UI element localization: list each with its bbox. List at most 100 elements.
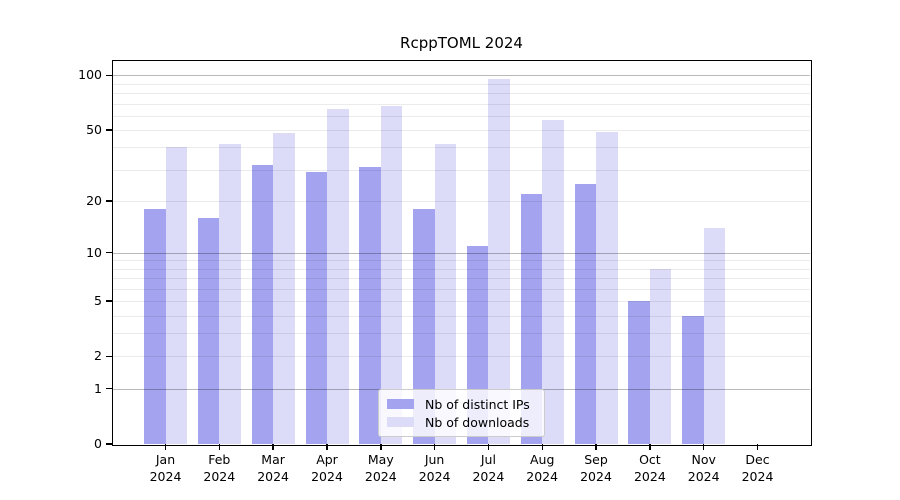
x-tick-label-jun: Jun 2024	[403, 452, 467, 485]
y-tick-label-20: 20	[86, 192, 102, 208]
x-tick-year-apr: 2024	[311, 468, 343, 484]
y-tick-label-10: 10	[86, 244, 102, 260]
y-tick-label-100: 100	[78, 67, 102, 83]
legend-label-distinct-ips: Nb of distinct IPs	[425, 396, 530, 412]
gridline-20	[113, 200, 810, 202]
y-tick-label-50: 50	[86, 122, 102, 137]
legend-item-downloads: Nb of downloads	[387, 415, 536, 430]
bar-nb-of-distinct-ips-mar	[251, 164, 274, 444]
legend: Nb of distinct IPs Nb of downloads	[378, 389, 545, 437]
gridline-3	[113, 333, 810, 335]
x-tick-mark-nov	[702, 444, 705, 450]
bar-nb-of-distinct-ips-nov	[682, 315, 704, 444]
y-tick-mark-5	[106, 300, 113, 302]
gridline-7	[113, 277, 810, 279]
y-tick-label-0: 0	[94, 436, 102, 451]
chart-title: RcppTOML 2024	[400, 34, 523, 52]
legend-item-distinct-ips: Nb of distinct IPs	[387, 397, 536, 412]
bar-nb-of-distinct-ips-jan	[144, 208, 166, 444]
y-tick-mark-100	[106, 74, 113, 77]
bar-nb-of-downloads-mar	[273, 133, 295, 444]
x-tick-label-jan: Jan 2024	[134, 452, 198, 485]
x-tick-mark-aug	[541, 444, 543, 450]
x-tick-mark-jul	[487, 444, 490, 450]
y-tick-label-1: 1	[94, 380, 102, 396]
gridline-70	[113, 103, 810, 105]
x-tick-label-dec: Dec 2024	[726, 452, 790, 485]
x-tick-mark-may	[380, 444, 382, 450]
gridline-60	[113, 115, 810, 117]
x-tick-month-may: May	[367, 452, 394, 467]
y-tick-label-5: 5	[94, 292, 102, 308]
bar-nb-of-distinct-ips-aug	[520, 193, 543, 444]
x-tick-month-sep: Sep	[584, 452, 608, 467]
gridline-100	[113, 75, 810, 77]
legend-swatch-downloads	[387, 417, 414, 427]
x-tick-mark-feb	[218, 444, 221, 450]
bar-nb-of-downloads-nov	[703, 227, 726, 444]
bar-nb-of-downloads-oct	[649, 268, 672, 444]
x-tick-year-nov: 2024	[687, 468, 720, 484]
x-tick-mark-apr	[326, 444, 328, 450]
bar-nb-of-distinct-ips-may	[359, 167, 381, 444]
x-tick-label-oct: Oct 2024	[618, 452, 682, 485]
x-tick-label-sep: Sep 2024	[564, 452, 628, 485]
x-tick-month-jul: Jul	[480, 452, 496, 467]
x-tick-year-aug: 2024	[526, 468, 559, 484]
x-tick-year-dec: 2024	[741, 468, 774, 484]
x-tick-month-dec: Dec	[745, 452, 770, 467]
bar-nb-of-downloads-aug	[542, 119, 564, 444]
bar-nb-of-downloads-jul	[488, 78, 510, 444]
x-tick-label-apr: Apr 2024	[295, 452, 359, 485]
legend-label-downloads: Nb of downloads	[425, 414, 530, 430]
x-tick-month-oct: Oct	[639, 452, 661, 467]
x-tick-label-feb: Feb 2024	[187, 452, 251, 485]
x-tick-year-sep: 2024	[580, 468, 612, 484]
bar-nb-of-downloads-jan	[165, 147, 187, 444]
bar-nb-of-distinct-ips-jun	[413, 208, 435, 444]
x-tick-year-mar: 2024	[257, 468, 289, 484]
gridline-9	[113, 260, 810, 262]
y-tick-mark-20	[106, 200, 113, 202]
bar-nb-of-downloads-feb	[219, 143, 241, 444]
x-tick-mark-dec	[756, 444, 759, 450]
gridline-2	[113, 356, 810, 358]
bar-nb-of-distinct-ips-oct	[628, 300, 650, 444]
bar-nb-of-downloads-apr	[327, 109, 349, 444]
x-tick-year-oct: 2024	[633, 468, 666, 484]
x-tick-label-may: May 2024	[349, 452, 413, 485]
x-tick-year-may: 2024	[364, 468, 397, 484]
x-tick-label-jul: Jul 2024	[456, 452, 520, 485]
x-tick-label-mar: Mar 2024	[241, 452, 305, 485]
plot-area	[113, 61, 810, 444]
x-tick-mark-sep	[595, 444, 597, 450]
x-tick-year-jul: 2024	[472, 468, 505, 484]
gridline-40	[113, 147, 810, 149]
x-tick-label-aug: Aug 2024	[510, 452, 574, 485]
gridline-6	[113, 288, 810, 290]
x-tick-year-jun: 2024	[418, 468, 451, 484]
x-tick-month-feb: Feb	[208, 452, 231, 467]
x-tick-month-jun: Jun	[424, 452, 445, 467]
gridline-4	[113, 315, 810, 317]
gridline-80	[113, 93, 810, 95]
x-tick-year-feb: 2024	[203, 468, 236, 484]
legend-swatch-distinct-ips	[387, 399, 414, 409]
bar-nb-of-downloads-jun	[434, 143, 457, 444]
y-tick-mark-2	[106, 355, 113, 357]
y-tick-mark-50	[106, 129, 113, 131]
gridline-5	[113, 300, 810, 302]
bar-nb-of-distinct-ips-feb	[197, 217, 220, 444]
gridline-30	[113, 169, 810, 171]
y-tick-mark-1	[106, 387, 113, 390]
bar-nb-of-distinct-ips-sep	[574, 183, 596, 444]
gridline-10	[113, 252, 810, 254]
x-tick-mark-jun	[433, 444, 436, 450]
x-tick-month-aug: Aug	[529, 452, 555, 467]
y-tick-mark-0	[106, 443, 113, 445]
x-tick-mark-jan	[164, 444, 167, 450]
gridline-8	[113, 268, 810, 270]
bar-nb-of-downloads-may	[380, 105, 403, 444]
gridline-90	[113, 83, 810, 85]
